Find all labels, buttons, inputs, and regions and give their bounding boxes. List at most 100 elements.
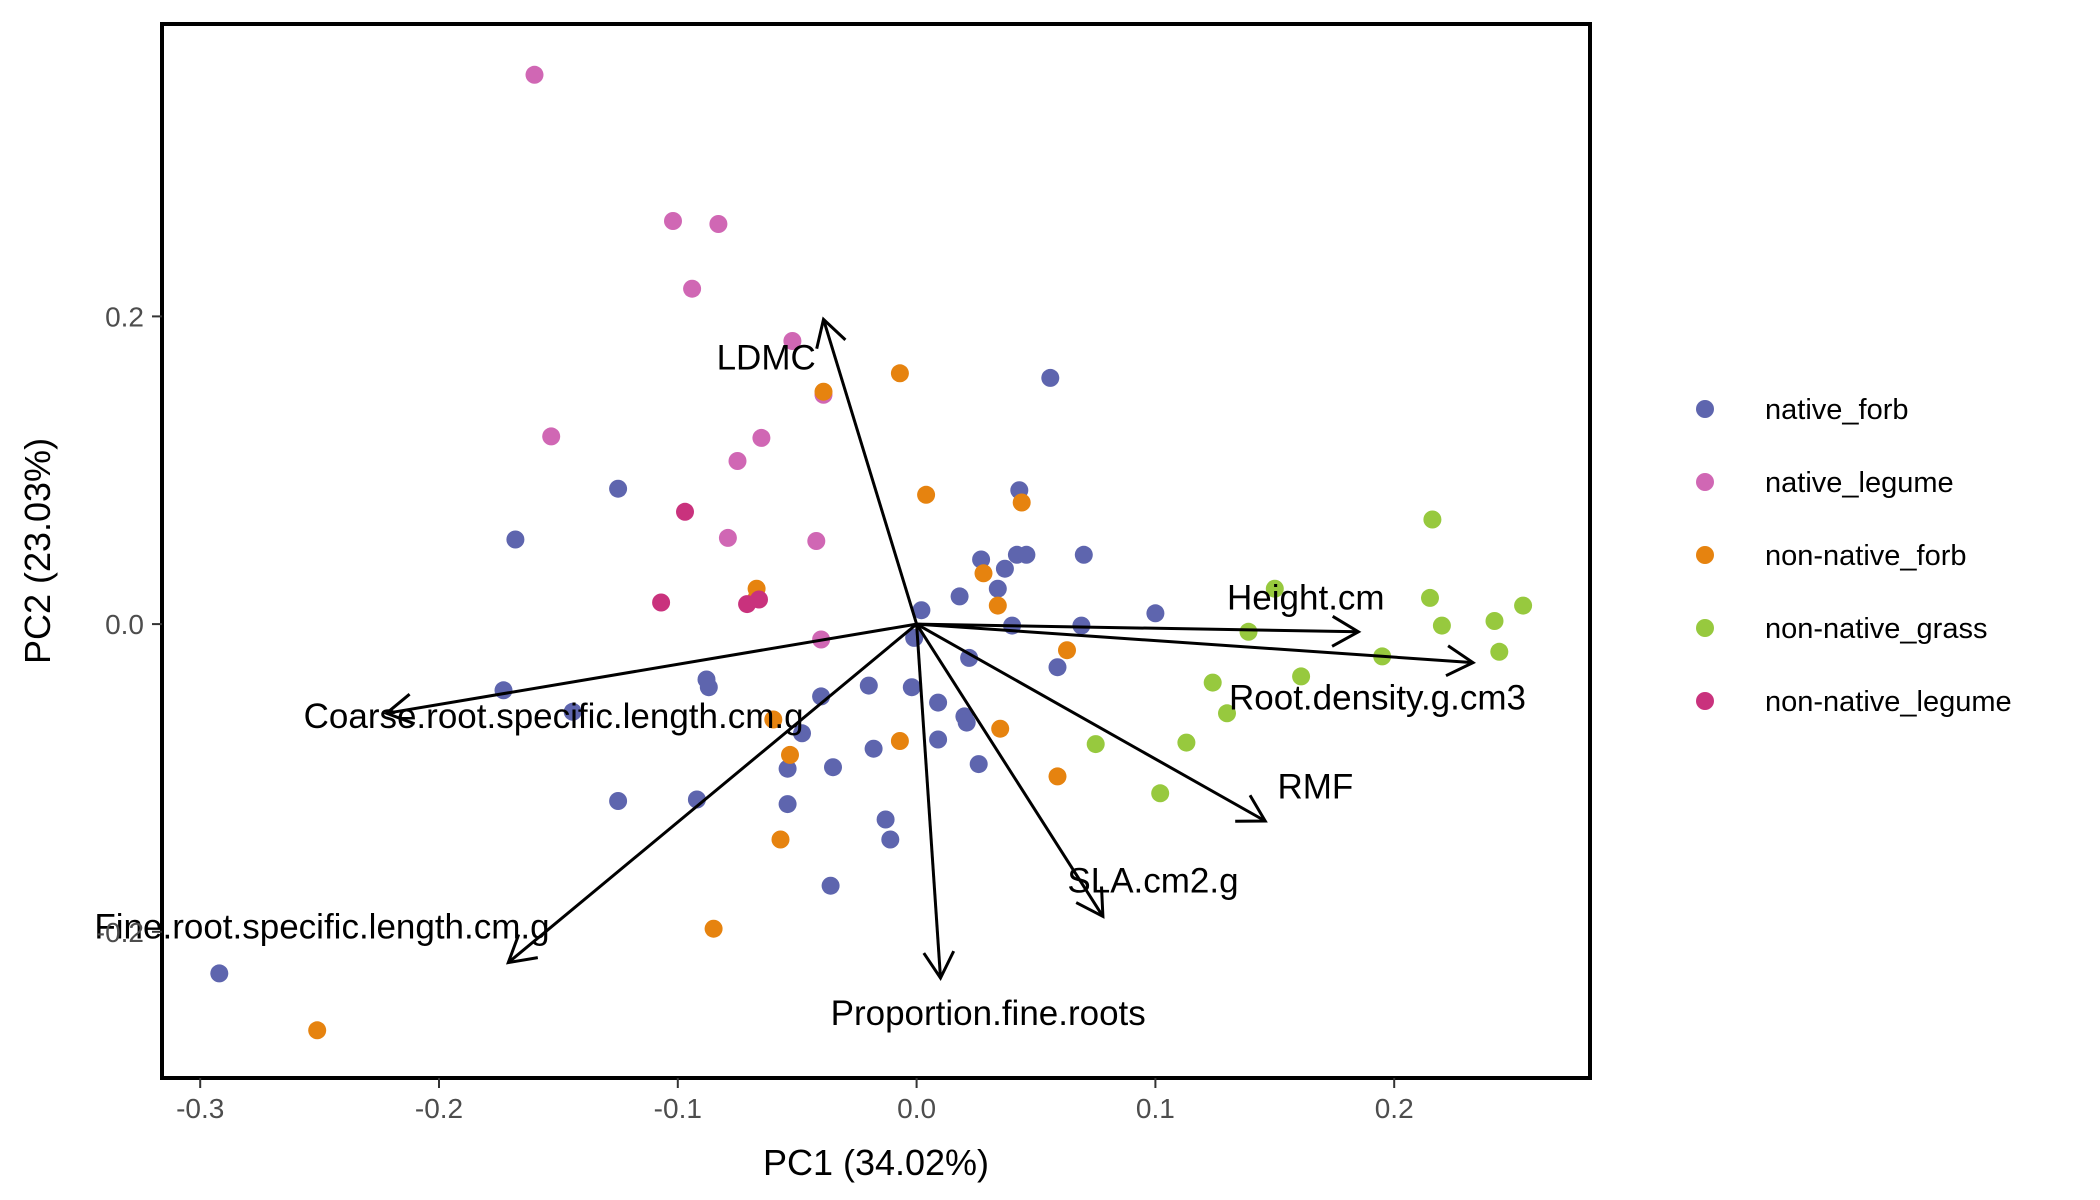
legend-label: native_legume [1765, 467, 1954, 499]
point-non-native_grass [1292, 667, 1311, 686]
arrow-head-RMF [1235, 794, 1268, 823]
point-native_forb [995, 559, 1014, 578]
point-native_forb [881, 830, 900, 849]
loading-label-Coarse.root.specific.length.cm.g: Coarse.root.specific.length.cm.g [304, 697, 804, 736]
loading-label-Fine.root.specific.length.cm.g: Fine.root.specific.length.cm.g [94, 908, 549, 947]
point-non-native_forb [1048, 767, 1067, 786]
point-native_legume [683, 279, 702, 298]
point-non-native_forb [890, 732, 909, 750]
legend-item-native_forb: native_forb [1696, 394, 1909, 426]
point-non-native_forb [890, 364, 909, 383]
loading-label-Height.cm: Height.cm [1227, 578, 1385, 617]
point-non-native_forb [764, 710, 783, 729]
point-non-native_forb [1058, 641, 1076, 660]
point-non-native_forb [814, 382, 833, 401]
point-native_forb [506, 530, 525, 549]
x-tick-label: -0.3 [176, 1093, 224, 1124]
point-native_legume [542, 427, 561, 446]
arrow-shaft-SLA.cm2.g [915, 623, 1105, 918]
point-non-native_grass [1490, 642, 1509, 661]
legend-label: non-native_grass [1765, 613, 1987, 645]
loading-label-Proportion.fine.roots: Proportion.fine.roots [831, 994, 1146, 1033]
point-native_forb [609, 479, 628, 498]
arrow-Coarse.root.specific.length.cm.g [383, 622, 917, 726]
arrow-shaft-Height.cm [916, 622, 1359, 634]
point-native_forb [821, 876, 840, 895]
legend-item-non-native_forb: non-native_forb [1696, 540, 1967, 572]
legend-label: native_forb [1765, 394, 1909, 426]
point-native_forb [210, 964, 229, 983]
loading-labels-layer: LDMC Height.cm Root.density.g.cm3 RMF SLA.cm… [94, 338, 1526, 1033]
point-non-native_grass [1265, 579, 1284, 598]
point-native_legume [709, 215, 728, 233]
loading-arrows-layer [383, 316, 1476, 981]
x-tick-label: -0.2 [415, 1093, 463, 1124]
point-non-native_grass [1432, 616, 1451, 635]
point-non-native_forb [991, 719, 1010, 738]
arrow-shaft-Coarse.root.specific.length.cm.g [386, 622, 917, 715]
point-native_forb [778, 759, 797, 778]
point-native_forb [912, 601, 931, 620]
point-native_forb [960, 648, 979, 667]
arrow-head-SLA.cm2.g [1075, 886, 1105, 919]
arrow-head-LDMC [815, 316, 847, 350]
point-non-native_forb [974, 564, 993, 583]
point-native_legume [807, 532, 826, 550]
point-non-native_forb [1012, 493, 1031, 512]
legend-swatch [1696, 546, 1714, 564]
arrow-head-Proportion.fine.roots [922, 950, 956, 981]
point-non-native_legume [676, 502, 694, 521]
point-non-native_grass [1151, 784, 1170, 803]
point-native_forb [876, 810, 895, 829]
arrow-shaft-LDMC [822, 318, 919, 625]
arrow-head-Coarse.root.specific.length.cm.g [383, 693, 416, 726]
legend-swatch [1696, 619, 1714, 637]
point-non-native_grass [1514, 596, 1533, 615]
legend-item-non-native_grass: non-native_grass [1696, 613, 1987, 645]
point-non-native_grass [1203, 673, 1222, 692]
arrow-Proportion.fine.roots [915, 623, 956, 981]
panel-border [160, 22, 1592, 1080]
point-native_legume [525, 65, 544, 84]
point-non-native_grass [1423, 510, 1442, 529]
point-native_forb [563, 702, 582, 721]
point-native_legume [664, 212, 682, 230]
point-native_legume [752, 428, 771, 447]
point-non-native_grass [1421, 588, 1439, 607]
arrow-LDMC [815, 316, 919, 625]
arrow-Height.cm [916, 615, 1362, 648]
point-native_forb [1146, 604, 1165, 623]
point-native_forb [859, 676, 878, 695]
legend-item-non-native_legume: non-native_legume [1696, 686, 2012, 718]
arrow-RMF [915, 622, 1268, 823]
point-native_forb [1017, 545, 1036, 564]
point-native_forb [1074, 545, 1093, 564]
arrow-head-Root.density.g.cm3 [1445, 644, 1476, 678]
point-native_forb [824, 758, 842, 777]
point-non-native_forb [988, 596, 1007, 615]
arrow-head-Height.cm [1331, 615, 1362, 648]
point-native_forb [950, 587, 969, 606]
x-axis-title: PC1 (34.02%) [763, 1142, 989, 1183]
arrow-shaft-RMF [915, 622, 1266, 823]
point-native_forb [972, 550, 991, 569]
point-non-native_grass [1239, 622, 1258, 641]
point-non-native_forb [704, 919, 723, 938]
point-native_forb [778, 795, 797, 814]
loading-label-SLA.cm2.g: SLA.cm2.g [1067, 862, 1238, 901]
point-non-native_legume [652, 593, 671, 612]
points-layer [210, 65, 1533, 1040]
point-non-native_forb [781, 745, 799, 764]
point-native_forb [864, 739, 883, 758]
arrow-shaft-Proportion.fine.roots [915, 623, 942, 979]
y-tick-label: 0.2 [105, 301, 144, 332]
point-non-native_legume [750, 590, 768, 609]
point-native_forb [988, 579, 1007, 598]
x-tick-label: 0.0 [897, 1093, 936, 1124]
point-non-native_grass [1177, 733, 1196, 752]
arrow-shaft-Root.density.g.cm3 [916, 622, 1474, 665]
point-non-native_forb [771, 830, 790, 849]
legend-label: non-native_forb [1765, 540, 1967, 572]
